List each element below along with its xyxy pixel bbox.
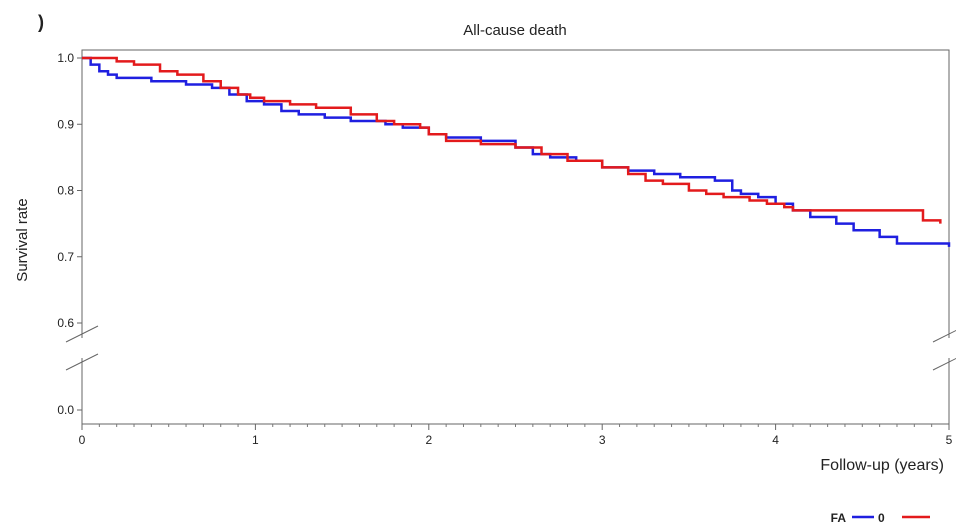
series-layer xyxy=(82,56,951,247)
axis-break-right-gap xyxy=(945,338,953,358)
y-tick-label: 1.0 xyxy=(57,51,74,65)
ticks-layer: 0 1 2 3 4 5 0.6 0.7 0.8 0.9 1.0 0.0 xyxy=(57,51,952,447)
x-tick-label: 2 xyxy=(425,433,432,447)
chart-title: All-cause death xyxy=(463,22,566,39)
x-tick-label: 4 xyxy=(772,433,779,447)
panel-mark: ) xyxy=(38,12,44,32)
y-tick-label: 0.9 xyxy=(57,117,74,131)
y-tick-label: 0.8 xyxy=(57,184,74,198)
axis-break-right-mark xyxy=(932,329,956,343)
x-axis-label: Follow-up (years) xyxy=(820,457,944,474)
axis-break-left-mark xyxy=(65,325,99,343)
legend-title: FA xyxy=(831,511,847,524)
plot-frame xyxy=(81,49,950,425)
x-tick-label: 3 xyxy=(599,433,606,447)
axis-break-left-gap xyxy=(78,338,86,358)
x-tick-label: 1 xyxy=(252,433,259,447)
y-break-tick-label: 0.0 xyxy=(57,403,74,417)
legend-label-0: 0 xyxy=(878,511,885,524)
axis-break-right-mark xyxy=(932,357,956,371)
series-line-1 xyxy=(82,56,942,224)
axis-break-layer xyxy=(65,325,956,371)
y-tick-label: 0.7 xyxy=(57,250,74,264)
series-line-0 xyxy=(82,56,951,247)
y-tick-label: 0.6 xyxy=(57,316,74,330)
legend: FA 0 xyxy=(831,511,930,524)
x-tick-label: 5 xyxy=(946,433,953,447)
axis-break-left-mark xyxy=(65,353,99,371)
y-axis-label: Survival rate xyxy=(14,198,31,281)
x-tick-label: 0 xyxy=(79,433,86,447)
